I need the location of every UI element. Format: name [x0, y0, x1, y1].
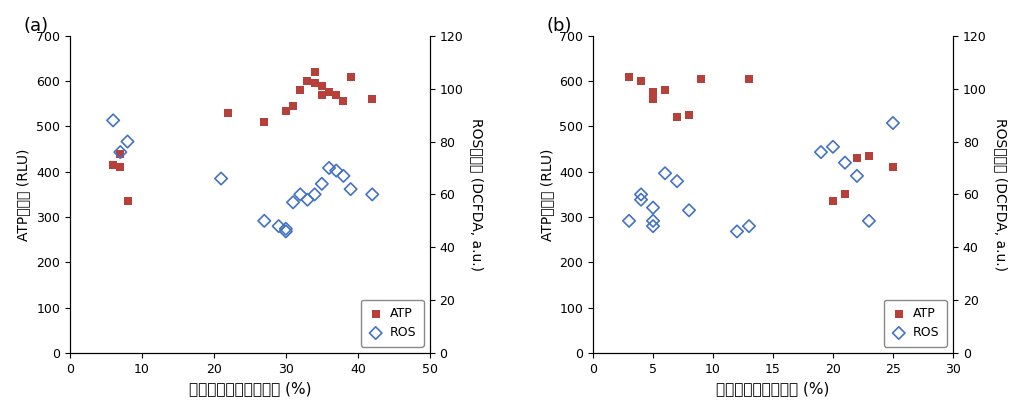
- ATP: [656, 87, 673, 93]
- Text: (b): (b): [546, 17, 571, 35]
- ATP: [364, 96, 380, 102]
- ATP: [299, 78, 315, 84]
- ATP: [285, 103, 301, 109]
- ATP: [335, 98, 351, 105]
- ATP: [120, 198, 136, 204]
- ROS: [213, 175, 229, 182]
- ATP: [321, 89, 337, 96]
- ROS: [113, 149, 129, 155]
- ROS: [313, 180, 330, 187]
- ROS: [656, 170, 673, 176]
- Y-axis label: ATPレベル (RLU): ATPレベル (RLU): [16, 148, 31, 241]
- ATP: [849, 155, 865, 161]
- ROS: [299, 197, 315, 203]
- ATP: [633, 78, 649, 84]
- ROS: [681, 207, 697, 214]
- ROS: [104, 117, 121, 123]
- ATP: [306, 80, 323, 87]
- ATP: [645, 96, 662, 102]
- ATP: [824, 198, 841, 204]
- Text: (a): (a): [24, 17, 48, 35]
- ROS: [342, 186, 358, 192]
- ATP: [113, 164, 129, 171]
- ROS: [813, 149, 829, 155]
- ATP: [292, 87, 308, 93]
- Legend: ATP, ROS: ATP, ROS: [884, 299, 946, 347]
- ATP: [621, 73, 637, 80]
- ROS: [633, 191, 649, 198]
- Y-axis label: ROSレベル (DCFDA, a.u.): ROSレベル (DCFDA, a.u.): [993, 118, 1008, 271]
- ROS: [861, 218, 878, 224]
- Y-axis label: ATPレベル (RLU): ATPレベル (RLU): [540, 148, 554, 241]
- ROS: [645, 218, 662, 224]
- ROS: [849, 173, 865, 179]
- ROS: [645, 223, 662, 230]
- ROS: [256, 218, 272, 224]
- ROS: [285, 199, 301, 206]
- ATP: [669, 114, 685, 121]
- ROS: [328, 167, 344, 174]
- Y-axis label: ROSレベル (DCFDA, a.u.): ROSレベル (DCFDA, a.u.): [470, 118, 484, 271]
- ROS: [278, 225, 294, 232]
- ROS: [740, 223, 757, 230]
- Legend: ATP, ROS: ATP, ROS: [360, 299, 424, 347]
- ATP: [256, 119, 272, 125]
- ROS: [306, 191, 323, 198]
- ATP: [342, 73, 358, 80]
- ATP: [885, 164, 901, 171]
- ROS: [729, 228, 745, 235]
- ROS: [621, 218, 637, 224]
- ATP: [645, 89, 662, 96]
- ROS: [837, 159, 853, 166]
- ATP: [740, 76, 757, 82]
- ROS: [270, 223, 287, 230]
- ATP: [328, 91, 344, 98]
- ROS: [278, 228, 294, 235]
- ROS: [321, 165, 337, 171]
- ROS: [669, 178, 685, 185]
- ATP: [313, 82, 330, 89]
- ATP: [861, 152, 878, 159]
- ROS: [645, 204, 662, 211]
- ATP: [113, 150, 129, 157]
- ATP: [278, 107, 294, 114]
- ROS: [335, 173, 351, 179]
- ATP: [220, 109, 237, 116]
- ROS: [120, 138, 136, 145]
- ROS: [633, 197, 649, 203]
- ATP: [104, 161, 121, 168]
- ATP: [306, 69, 323, 75]
- ROS: [292, 191, 308, 198]
- ROS: [364, 191, 380, 198]
- ATP: [693, 76, 710, 82]
- X-axis label: 線維型ミトコンドリア (%): 線維型ミトコンドリア (%): [188, 381, 311, 396]
- ROS: [824, 143, 841, 150]
- ATP: [681, 112, 697, 119]
- X-axis label: 丸型ミトコンドリア (%): 丸型ミトコンドリア (%): [717, 381, 829, 396]
- ATP: [313, 91, 330, 98]
- ROS: [885, 120, 901, 126]
- ATP: [837, 191, 853, 198]
